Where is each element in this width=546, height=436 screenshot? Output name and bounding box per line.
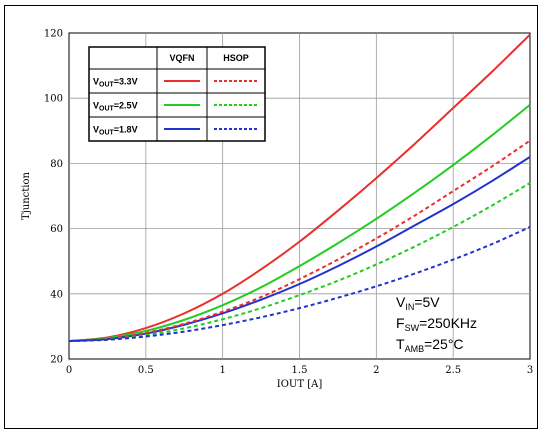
y-tick-label: 100 <box>44 94 63 105</box>
x-tick-label: 2 <box>373 365 379 376</box>
x-tick-label: 3 <box>527 365 533 376</box>
y-tick-label: 60 <box>50 224 63 235</box>
legend-table: VQFN HSOP VOUT=3.3V VOUT=2.5V VOUT=1.8V <box>88 46 266 142</box>
x-tick-label: 0 <box>66 365 72 376</box>
legend-box <box>88 46 266 142</box>
legend-row-label: VOUT=3.3V <box>93 77 138 89</box>
x-tick-label: 2.5 <box>445 365 461 376</box>
y-axis-ticks: 20 40 60 80 100 120 <box>44 29 63 366</box>
x-tick-label: 0.5 <box>138 365 154 376</box>
condition-amb: TAMB=25°C <box>396 336 464 354</box>
y-tick-label: 80 <box>50 159 63 170</box>
legend-row-label: VOUT=2.5V <box>93 101 138 113</box>
condition-in: VIN=5V <box>396 294 440 312</box>
legend-row-label: VOUT=1.8V <box>93 125 138 137</box>
y-axis-label: Tjunction <box>21 171 32 219</box>
series-line-hsop-2 <box>68 226 531 343</box>
operating-conditions: VIN=5V FSW=250KHz TAMB=25°C <box>396 294 477 354</box>
y-tick-label: 20 <box>50 355 63 366</box>
junction-temperature-chart: 0 0.5 1 1.5 2 2.5 3 20 40 60 80 100 120 IOUT [A] Tj… <box>21 29 533 391</box>
series-line-hsop-0 <box>68 139 531 343</box>
x-tick-label: 1.5 <box>292 365 308 376</box>
y-tick-label: 120 <box>44 29 63 40</box>
series-line-hsop-1 <box>68 182 531 343</box>
legend-column-hsop: HSOP <box>223 53 249 63</box>
legend-column-vqfn: VQFN <box>169 53 194 63</box>
x-tick-label: 1 <box>219 365 225 376</box>
chart-frame: 0 0.5 1 1.5 2 2.5 3 20 40 60 80 100 120 IOUT [A] Tj… <box>4 5 538 429</box>
x-axis-ticks: 0 0.5 1 1.5 2 2.5 3 <box>66 365 533 376</box>
series-line-vqfn-0 <box>68 33 531 343</box>
series-line-vqfn-1 <box>68 103 531 343</box>
condition-sw: FSW=250KHz <box>396 315 477 333</box>
x-axis-label: IOUT [A] <box>277 379 323 390</box>
y-tick-label: 40 <box>50 289 63 300</box>
series-curves <box>68 33 531 343</box>
